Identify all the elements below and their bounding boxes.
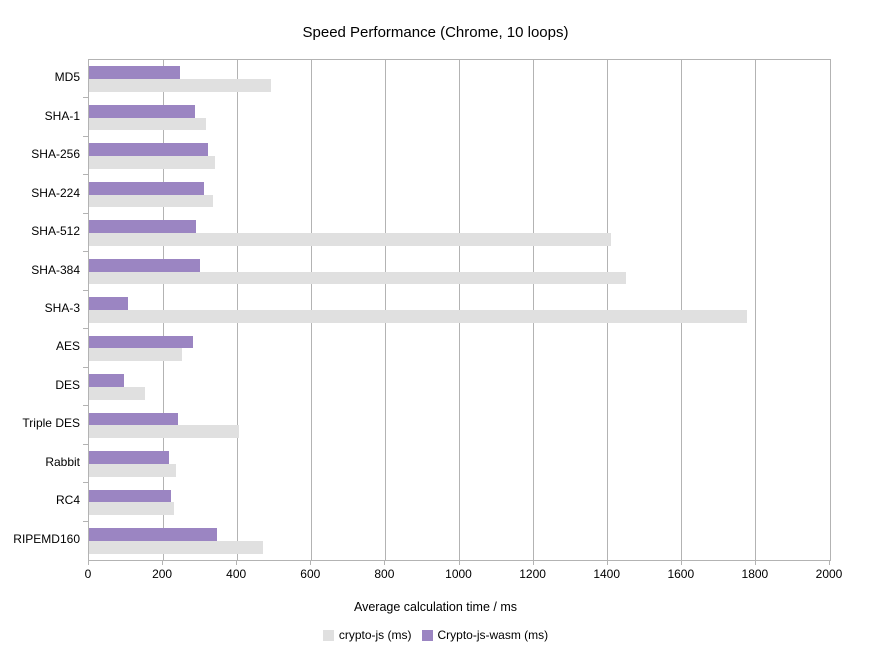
legend-swatch [322, 629, 334, 641]
y-axis-tick [83, 520, 88, 522]
x-axis-tick [829, 560, 830, 565]
x-axis-tick [88, 560, 89, 565]
x-axis-title: Average calculation time / ms [353, 600, 518, 614]
bar-crypto-js-wasm-ms- [89, 66, 180, 80]
bar-crypto-js-ms- [89, 425, 240, 439]
y-axis-tick [83, 482, 88, 484]
x-tick-label: 1000 [445, 567, 472, 581]
legend-item: Crypto-js-wasm (ms) [421, 628, 549, 642]
category-label: RC4 [55, 493, 80, 508]
x-tick-label: 1600 [667, 567, 695, 581]
legend-label: crypto-js (ms) [338, 628, 412, 642]
category-label: SHA-3 [44, 301, 80, 315]
y-axis-tick [83, 289, 88, 291]
bar-crypto-js-wasm-ms- [89, 412, 178, 426]
x-tick-label: 1200 [519, 567, 546, 581]
category-label: DES [55, 377, 80, 392]
bar-crypto-js-wasm-ms- [89, 143, 208, 157]
bar-crypto-js-ms- [89, 194, 214, 208]
plot-area [88, 59, 831, 561]
y-axis-tick [83, 443, 88, 445]
x-axis-tick [532, 560, 534, 565]
y-axis-tick [83, 97, 88, 99]
bar-crypto-js-ms- [89, 271, 627, 285]
x-axis-tick [310, 560, 312, 565]
bar-crypto-js-wasm-ms- [89, 489, 171, 503]
bar-crypto-js-wasm-ms- [89, 374, 125, 387]
x-tick-label: 2000 [815, 567, 843, 581]
x-tick-label: 600 [300, 567, 321, 581]
y-axis-tick [83, 212, 88, 214]
x-tick-label: 1400 [593, 567, 621, 581]
y-axis-tick [83, 135, 88, 137]
legend: crypto-js (ms) Crypto-js-wasm (ms) [0, 628, 871, 642]
y-axis-tick [83, 174, 88, 176]
category-label: Triple DES [22, 416, 80, 431]
x-axis-tick [754, 560, 756, 565]
x-axis-tick [162, 560, 164, 565]
bar-crypto-js-ms- [89, 310, 747, 323]
bar-crypto-js-ms- [89, 117, 206, 131]
category-label: RIPEMD160 [13, 531, 80, 546]
bar-crypto-js-ms- [89, 502, 175, 516]
bar-crypto-js-wasm-ms- [89, 527, 217, 541]
category-label: MD5 [54, 70, 80, 85]
category-label: AES [55, 339, 80, 354]
bar-crypto-js-ms- [89, 348, 182, 362]
x-axis-tick [606, 560, 608, 565]
bar-crypto-js-wasm-ms- [89, 258, 201, 272]
category-label: SHA-1 [44, 108, 80, 123]
bar-crypto-js-ms- [89, 386, 145, 400]
bar-crypto-js-wasm-ms- [89, 104, 195, 118]
legend-label: Crypto-js-wasm (ms) [437, 628, 549, 642]
category-label: SHA-512 [31, 224, 80, 239]
y-axis-tick [83, 251, 88, 253]
bar-crypto-js-wasm-ms- [89, 335, 193, 349]
category-label: SHA-224 [31, 185, 80, 200]
y-axis-tick [83, 328, 88, 330]
y-axis-tick [83, 405, 88, 407]
chart-title: Speed Performance (Chrome, 10 loops) [302, 24, 569, 41]
bar-crypto-js-ms- [89, 540, 264, 554]
legend-item: crypto-js (ms) [322, 628, 412, 642]
bar-crypto-js-ms- [89, 156, 215, 169]
x-axis-tick [236, 560, 238, 565]
category-label: SHA-256 [31, 147, 80, 162]
x-tick-label: 1800 [741, 567, 769, 581]
bar-crypto-js-ms- [89, 233, 612, 246]
y-axis-tick [83, 366, 88, 368]
x-axis-tick [680, 560, 682, 565]
bar-crypto-js-wasm-ms- [89, 220, 197, 234]
x-tick-label: 200 [152, 567, 173, 581]
category-label: SHA-384 [31, 262, 80, 277]
bar-crypto-js-wasm-ms- [89, 451, 169, 464]
x-axis-tick [458, 560, 460, 565]
bar-crypto-js-wasm-ms- [89, 297, 128, 310]
x-tick-label: 400 [226, 567, 247, 581]
gridline [755, 60, 757, 560]
bar-crypto-js-wasm-ms- [89, 181, 204, 195]
bar-crypto-js-ms- [89, 463, 177, 477]
x-tick-label: 800 [374, 567, 395, 581]
x-tick-label: 0 [84, 567, 92, 581]
bar-crypto-js-ms- [89, 79, 271, 93]
category-label: Rabbit [45, 454, 80, 469]
legend-swatch [421, 629, 433, 641]
x-axis-tick [384, 560, 386, 565]
